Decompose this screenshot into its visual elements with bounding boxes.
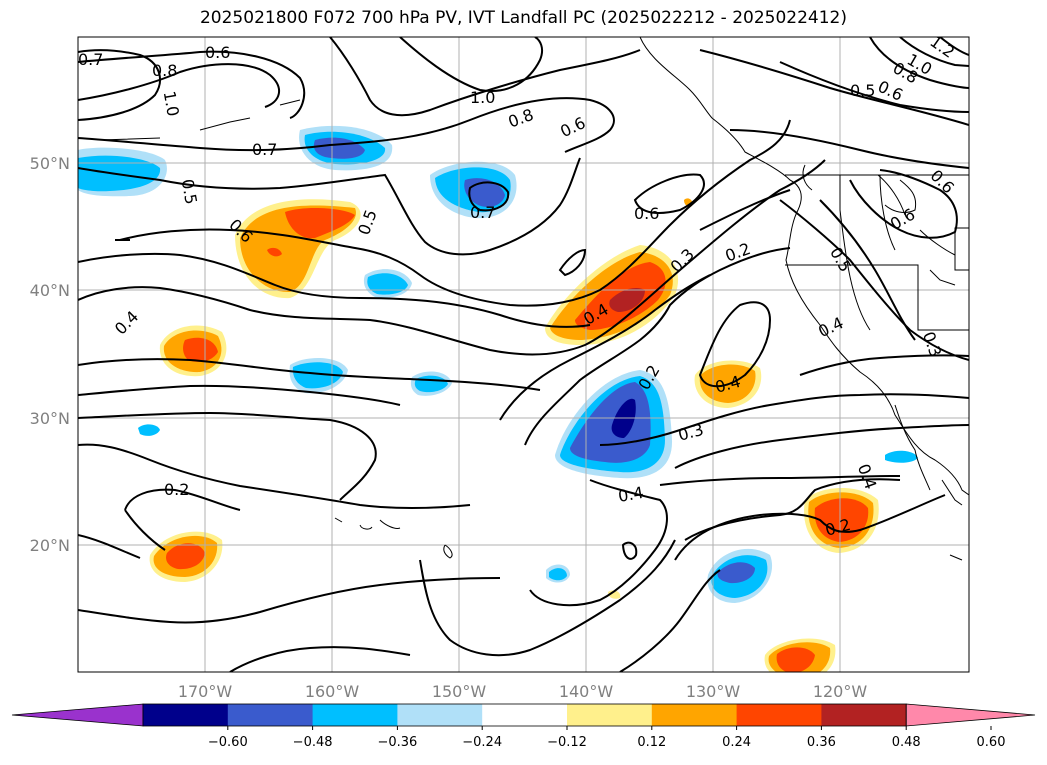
colorbar-frame [142, 703, 907, 727]
lon-label: 130°W [686, 682, 741, 701]
contour-label: 0.4 [617, 483, 645, 506]
contour-label: 0.5 [850, 81, 875, 100]
lon-label: 120°W [813, 682, 868, 701]
lon-label: 160°W [305, 682, 360, 701]
contour-label: 0.7 [470, 203, 495, 222]
colorbar-tick-label: 0.36 [807, 735, 836, 750]
colorbar-segment [397, 704, 483, 726]
colorbar-segment [227, 704, 314, 726]
lon-label: 140°W [559, 682, 614, 701]
colorbar-segment [821, 704, 907, 726]
contour-label: 1.0 [160, 90, 183, 118]
map-title: 2025021800 F072 700 hPa PV, IVT Landfall… [199, 8, 847, 28]
map-panel: 0.7 0.6 0.8 1.0 1.0 0.8 0.6 0.5 0.6 0.8 … [77, 36, 970, 673]
colorbar-segment [736, 704, 822, 726]
colorbar-tick-label: 0.24 [722, 735, 751, 750]
colorbar: −0.60 −0.48 −0.36 −0.24 −0.12 0.12 0.24 0.36 0.4… [11, 703, 1036, 750]
contour-label: 0.2 [164, 480, 189, 499]
colorbar-extend-low [11, 703, 144, 727]
coastlines [99, 37, 969, 561]
contour-label: 1.0 [470, 88, 495, 107]
graticule [78, 37, 969, 672]
colorbar-tick-label: 0.12 [637, 735, 666, 750]
contour-label: 0.5 [178, 178, 201, 206]
colorbar-tick-label: 0.48 [892, 735, 921, 750]
lon-label: 150°W [432, 682, 487, 701]
lat-label: 20°N [30, 536, 70, 555]
colorbar-segment [312, 704, 398, 726]
contour-label: 0.6 [205, 43, 230, 62]
pv-shading [78, 125, 918, 672]
colorbar-segment [567, 704, 653, 726]
colorbar-tick-label: −0.60 [208, 735, 248, 750]
lat-label: 40°N [30, 281, 70, 300]
colorbar-tick-label: −0.12 [547, 735, 587, 750]
contour-label: 0.6 [634, 204, 659, 223]
colorbar-segment [651, 704, 738, 726]
colorbar-extend-high [905, 703, 1036, 727]
colorbar-tick-label: −0.24 [462, 735, 502, 750]
colorbar-segment [482, 704, 568, 726]
colorbar-tick-label: 0.60 [977, 735, 1006, 750]
colorbar-tick-label: −0.48 [293, 735, 333, 750]
contour-label: 0.8 [152, 61, 177, 80]
lat-label: 30°N [30, 409, 70, 428]
contours [78, 37, 969, 672]
longitude-labels: 170°W 160°W 150°W 140°W 130°W 120°W [178, 682, 868, 701]
contour-label: 0.7 [252, 140, 277, 159]
contour-label: 0.7 [78, 50, 103, 69]
lat-label: 50°N [30, 154, 70, 173]
lon-label: 170°W [178, 682, 233, 701]
colorbar-segment [143, 704, 229, 726]
colorbar-tick-label: −0.36 [377, 735, 417, 750]
latitude-labels: 50°N 40°N 30°N 20°N [30, 154, 70, 555]
